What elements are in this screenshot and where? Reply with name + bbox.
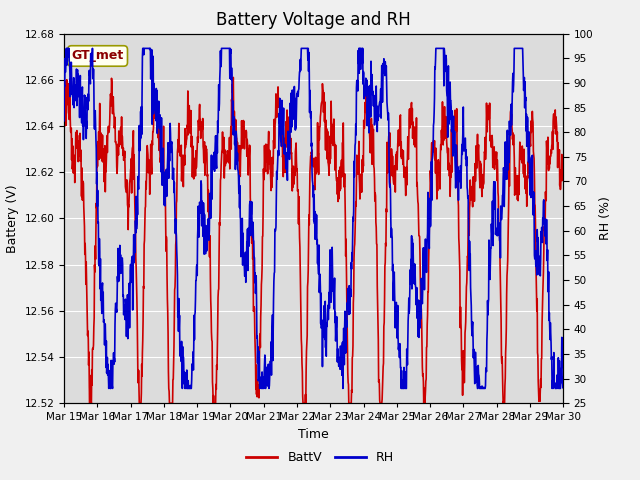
- Y-axis label: RH (%): RH (%): [599, 196, 612, 240]
- Y-axis label: Battery (V): Battery (V): [6, 184, 19, 252]
- Text: GT_met: GT_met: [72, 49, 124, 62]
- Legend: BattV, RH: BattV, RH: [241, 446, 399, 469]
- Title: Battery Voltage and RH: Battery Voltage and RH: [216, 11, 411, 29]
- X-axis label: Time: Time: [298, 428, 329, 441]
